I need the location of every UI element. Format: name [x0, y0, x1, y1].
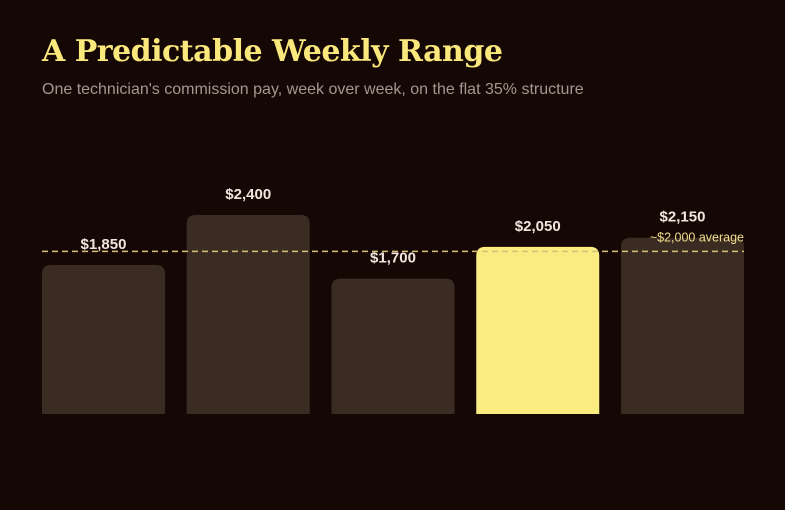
bar-value-label-1: $1,850 [81, 236, 127, 253]
bar-value-label-5: $2,150 [660, 209, 706, 226]
bar-2 [186, 215, 310, 414]
bar-value-label-2: $2,400 [225, 186, 271, 203]
chart-title: A Predictable Weekly Range [42, 34, 503, 69]
bar-value-label-4: $2,050 [515, 218, 561, 235]
chart-subtitle: One technician's commission pay, week ov… [42, 81, 584, 98]
bar-5 [621, 237, 744, 414]
bar-4 [476, 246, 600, 414]
bar-3 [331, 278, 455, 414]
bar-1 [42, 265, 165, 414]
average-reference-label: ~$2,000 average [650, 230, 744, 244]
bar-value-label-3: $1,700 [370, 250, 416, 267]
